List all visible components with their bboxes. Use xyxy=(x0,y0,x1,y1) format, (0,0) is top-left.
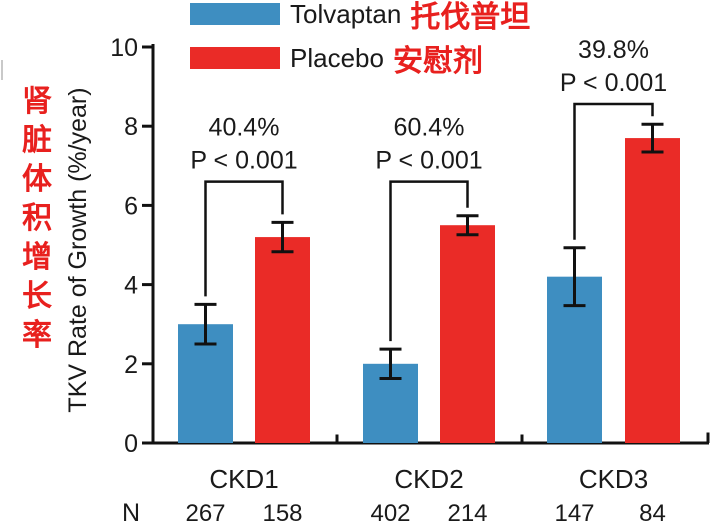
significance-bracket xyxy=(573,102,654,240)
y-tick-label: 2 xyxy=(124,351,138,379)
y-tick-label: 10 xyxy=(110,34,138,62)
pct-reduction-label: 60.4% xyxy=(394,114,465,142)
legend-swatch-tolvaptan xyxy=(190,3,280,25)
n-row-label: N xyxy=(122,499,140,527)
side-caption-char: 积 xyxy=(22,202,52,235)
y-tick-label: 6 xyxy=(124,192,138,220)
category-label-ckd2: CKD2 xyxy=(394,464,463,494)
legend-label-placebo-zh: 安慰剂 xyxy=(392,45,483,78)
y-axis-label: TKV Rate of Growth (%/year) xyxy=(64,87,92,413)
legend-label-placebo: Placebo xyxy=(290,42,384,73)
y-tick-label: 8 xyxy=(124,113,138,141)
n-value-placebo-ckd3: 84 xyxy=(639,500,666,527)
category-label-ckd3: CKD3 xyxy=(579,464,648,494)
side-caption-zh: 肾 脏 体 积 增 长 率 xyxy=(19,82,55,355)
side-caption-char: 长 xyxy=(22,280,52,313)
p-value-label: P < 0.001 xyxy=(375,147,482,175)
bar-placebo-ckd3 xyxy=(625,138,680,443)
side-caption-char: 脏 xyxy=(22,124,52,157)
legend-swatch-placebo xyxy=(190,47,280,69)
pct-reduction-label: 39.8% xyxy=(578,36,649,64)
side-caption-char: 体 xyxy=(22,163,52,196)
n-value-placebo-ckd1: 158 xyxy=(262,500,302,527)
p-value-label: P < 0.001 xyxy=(190,147,297,175)
crop-artifact-line xyxy=(1,60,3,80)
significance-bracket xyxy=(204,180,284,297)
significance-bracket xyxy=(389,180,469,342)
y-tick-label: 0 xyxy=(124,430,138,458)
y-tick-label: 4 xyxy=(124,272,138,300)
category-label-ckd1: CKD1 xyxy=(209,464,278,494)
n-value-tolvaptan-ckd2: 402 xyxy=(370,500,410,527)
side-caption-char: 肾 xyxy=(22,85,52,118)
n-value-tolvaptan-ckd1: 267 xyxy=(185,500,225,527)
legend-item-placebo: Placebo 安慰剂 xyxy=(190,43,483,78)
p-value-label: P < 0.001 xyxy=(560,69,667,97)
n-value-placebo-ckd2: 214 xyxy=(447,500,487,527)
side-caption-char: 增 xyxy=(22,241,52,274)
bar-placebo-ckd2 xyxy=(440,225,495,443)
n-value-tolvaptan-ckd3: 147 xyxy=(554,500,594,527)
legend-label-tolvaptan: Tolvaptan xyxy=(290,0,402,29)
legend-item-tolvaptan: Tolvaptan 托伐普坦 xyxy=(190,0,530,34)
bar-placebo-ckd1 xyxy=(255,237,310,443)
legend-label-tolvaptan-zh: 托伐普坦 xyxy=(410,1,531,34)
side-caption-char: 率 xyxy=(22,319,52,352)
pct-reduction-label: 40.4% xyxy=(209,114,280,142)
